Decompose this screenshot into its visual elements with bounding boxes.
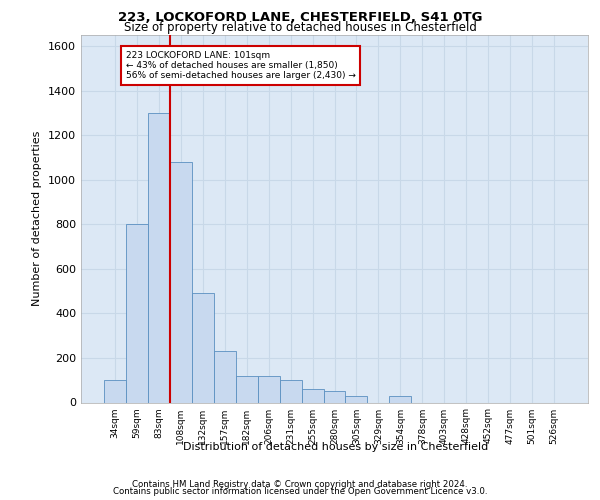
Bar <box>192 294 214 403</box>
Text: Contains public sector information licensed under the Open Government Licence v3: Contains public sector information licen… <box>113 487 487 496</box>
Bar <box>104 380 126 402</box>
Bar <box>323 392 346 402</box>
Bar <box>280 380 302 402</box>
Y-axis label: Number of detached properties: Number of detached properties <box>32 131 43 306</box>
Bar <box>170 162 192 402</box>
Bar <box>236 376 257 402</box>
Bar <box>148 113 170 403</box>
Bar <box>302 389 323 402</box>
Bar <box>126 224 148 402</box>
Text: Contains HM Land Registry data © Crown copyright and database right 2024.: Contains HM Land Registry data © Crown c… <box>132 480 468 489</box>
Bar <box>214 352 236 403</box>
Bar <box>257 376 280 402</box>
Text: 223, LOCKOFORD LANE, CHESTERFIELD, S41 0TG: 223, LOCKOFORD LANE, CHESTERFIELD, S41 0… <box>118 11 482 24</box>
Text: Distribution of detached houses by size in Chesterfield: Distribution of detached houses by size … <box>184 442 488 452</box>
Bar <box>346 396 367 402</box>
Text: 223 LOCKOFORD LANE: 101sqm
← 43% of detached houses are smaller (1,850)
56% of s: 223 LOCKOFORD LANE: 101sqm ← 43% of deta… <box>126 50 356 80</box>
Bar <box>389 396 412 402</box>
Text: Size of property relative to detached houses in Chesterfield: Size of property relative to detached ho… <box>124 21 476 34</box>
